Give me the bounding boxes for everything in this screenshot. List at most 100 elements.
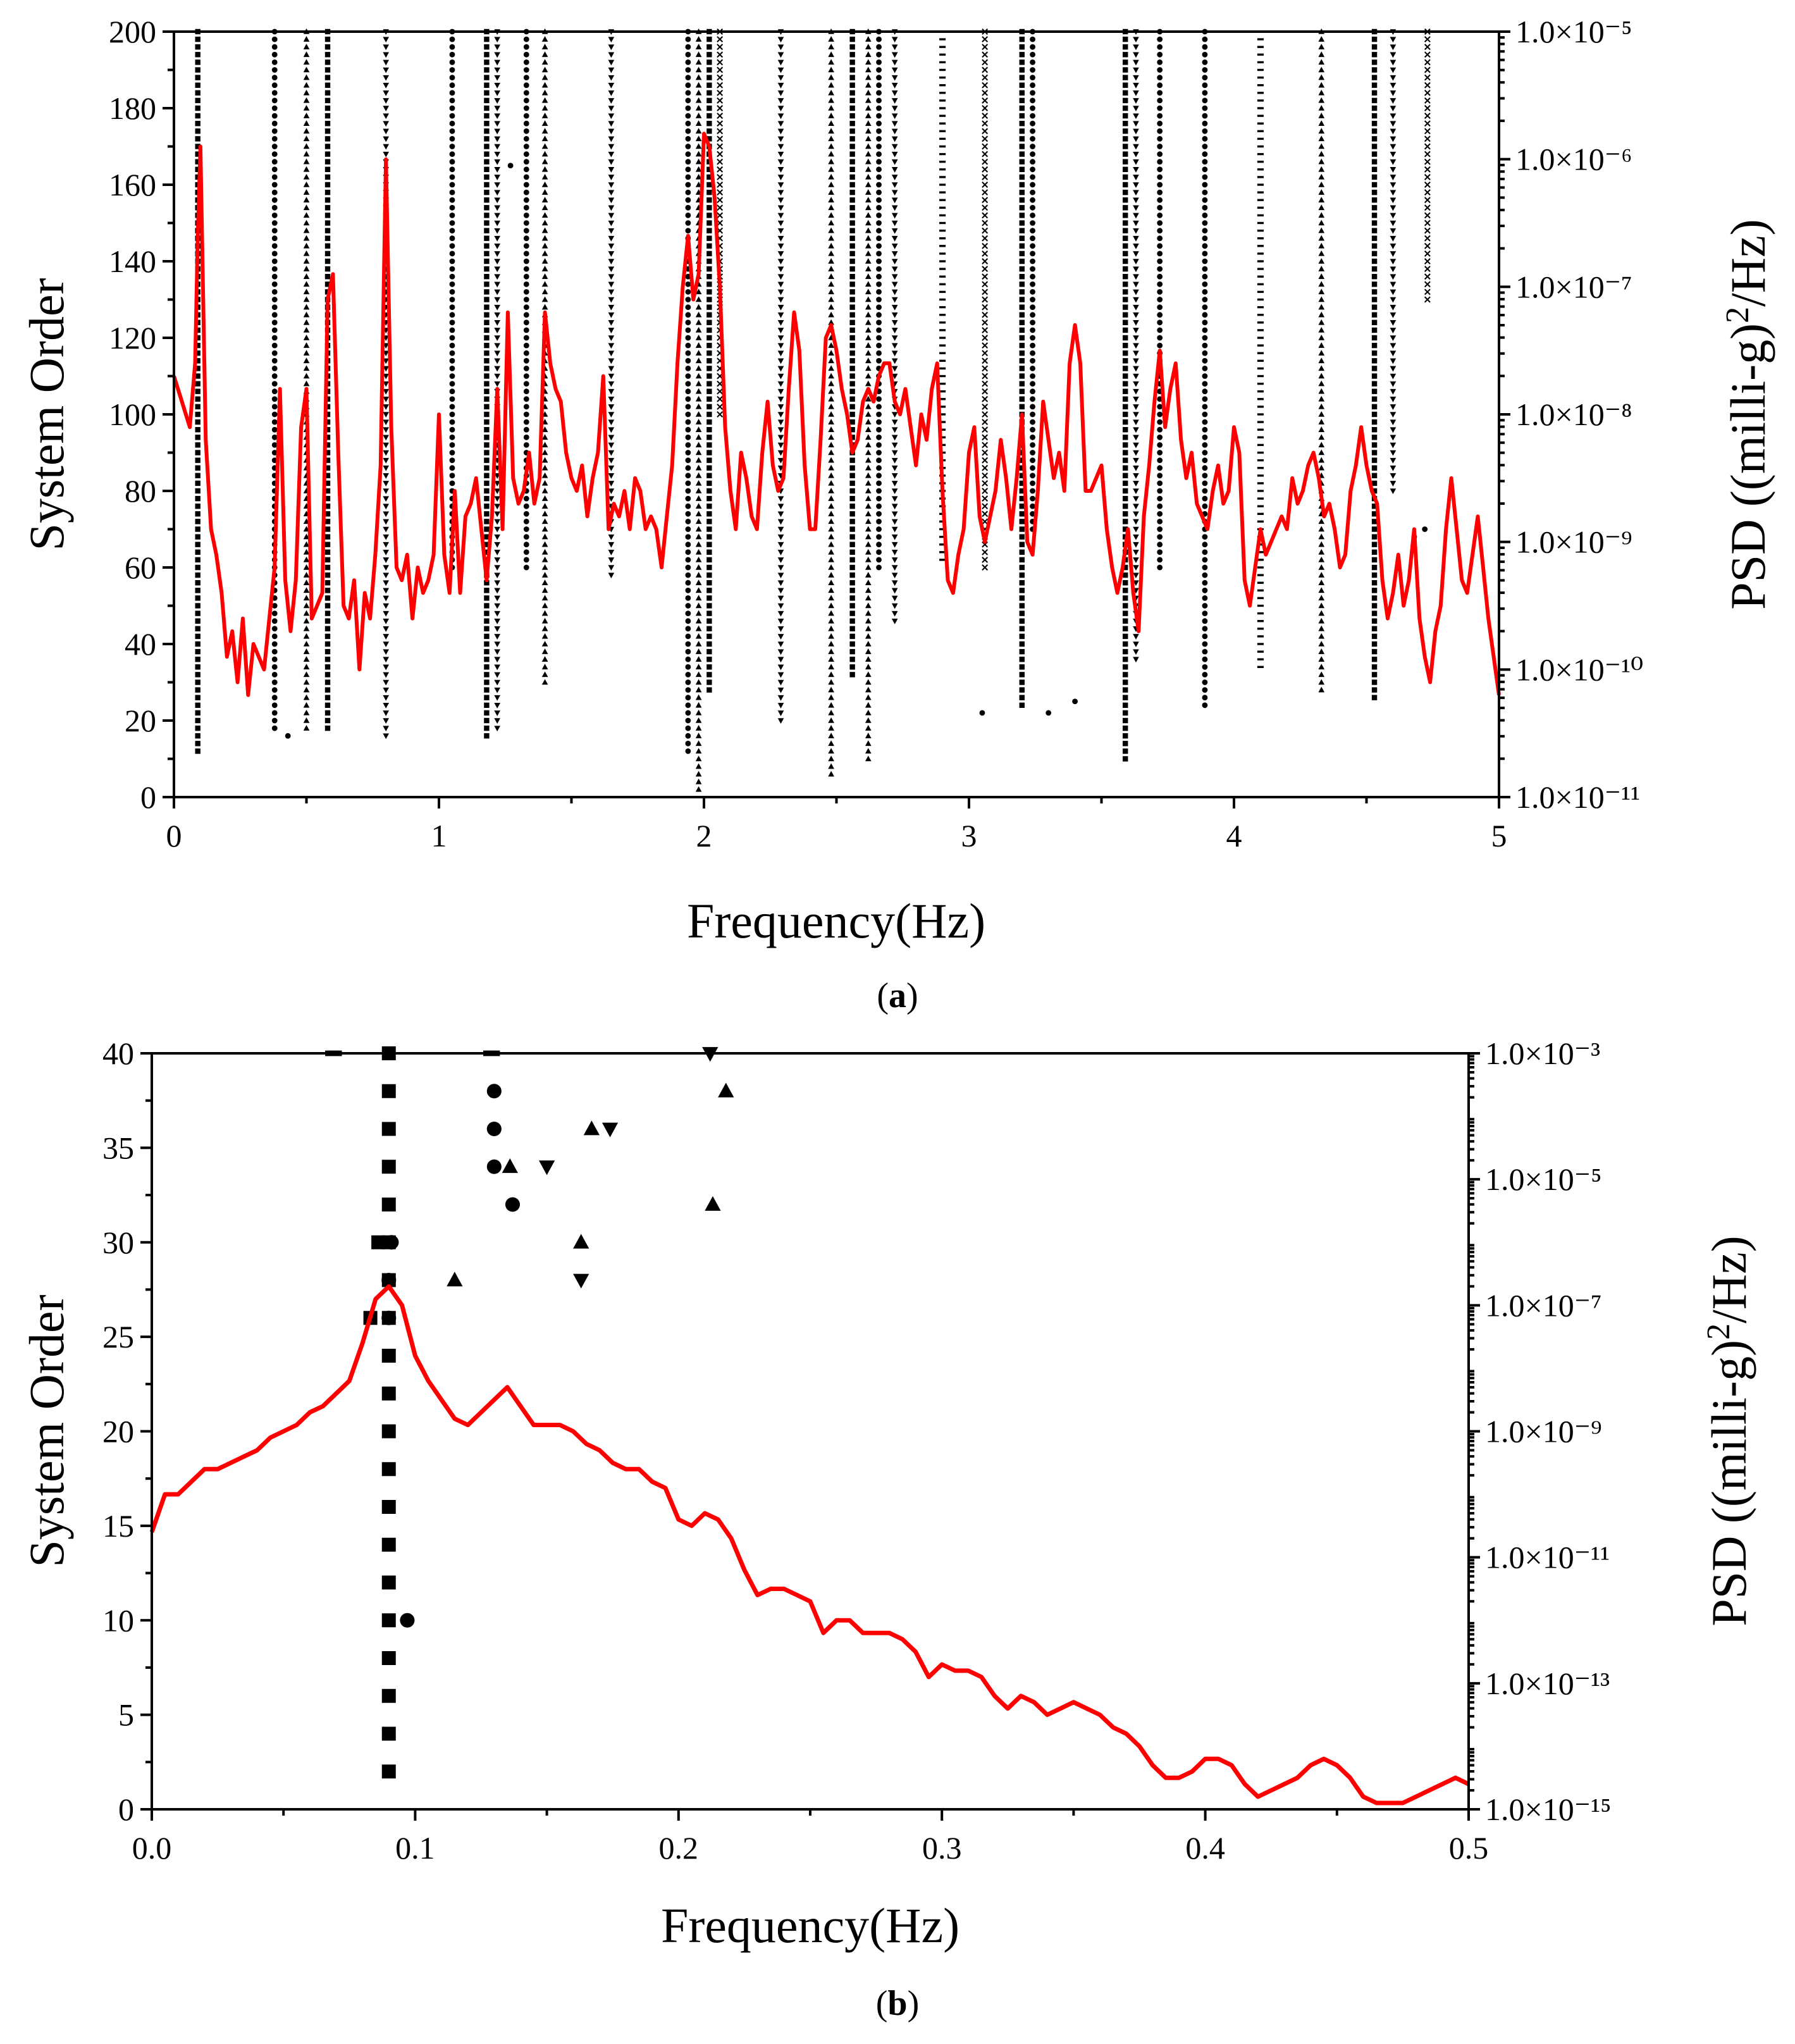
stable-pole-marker	[195, 427, 200, 433]
stable-pole-marker	[1019, 657, 1025, 662]
stable-pole-marker	[1371, 672, 1378, 678]
stable-pole-marker	[876, 488, 882, 494]
stable-pole-marker	[494, 121, 501, 127]
stable-pole-marker	[523, 212, 529, 218]
stable-pole-marker	[324, 687, 331, 693]
stable-pole-marker	[608, 128, 615, 135]
stable-pole-marker	[1133, 419, 1139, 426]
stable-pole-marker	[1202, 44, 1208, 50]
stable-pole-marker	[1019, 59, 1025, 65]
stable-pole-marker	[541, 204, 548, 211]
stable-pole-marker	[1019, 672, 1025, 678]
stable-pole-marker	[982, 326, 989, 333]
stable-pole-marker	[608, 534, 615, 540]
stable-pole-marker	[849, 435, 855, 440]
stable-pole-marker	[1123, 404, 1128, 410]
stable-pole-marker	[494, 182, 501, 189]
stable-pole-marker	[324, 526, 331, 532]
stable-pole-marker	[828, 686, 834, 693]
stable-pole-marker	[828, 702, 834, 708]
stable-pole-marker	[271, 197, 278, 203]
stable-pole-marker	[1424, 250, 1431, 257]
stable-pole-marker	[849, 44, 855, 50]
stable-pole-marker	[1257, 497, 1264, 500]
stable-pole-marker	[695, 395, 702, 402]
stable-pole-marker	[891, 266, 898, 273]
stable-pole-marker	[541, 74, 548, 80]
stable-pole-marker	[1371, 159, 1378, 164]
stable-pole-marker	[849, 243, 855, 249]
stable-pole-marker	[695, 564, 702, 570]
stable-pole-marker	[1030, 258, 1035, 264]
stable-pole-marker	[1371, 526, 1378, 532]
stable-pole-marker	[195, 633, 200, 640]
stable-pole-marker	[195, 442, 200, 448]
stable-pole-marker	[608, 404, 615, 410]
stable-pole-marker	[1133, 144, 1139, 150]
stable-pole-marker	[1257, 191, 1264, 194]
stable-pole-marker	[1202, 258, 1208, 264]
stable-pole-marker	[484, 626, 490, 631]
stable-pole-marker	[717, 197, 724, 204]
stable-pole-marker	[195, 435, 200, 440]
stable-pole-marker	[494, 274, 501, 280]
stable-pole-marker	[449, 457, 455, 464]
stable-pole-marker	[1030, 113, 1035, 119]
x-axis-title-b: Frequency(Hz)	[661, 1898, 959, 1953]
stable-pole-marker	[324, 59, 331, 65]
stable-pole-marker	[1133, 220, 1139, 226]
stable-pole-marker	[383, 603, 390, 609]
stable-pole-marker	[777, 312, 784, 318]
stable-pole-marker	[695, 771, 702, 777]
stable-pole-marker	[1390, 465, 1397, 471]
caption-b: (b)	[876, 1984, 919, 2023]
stable-pole-marker	[717, 135, 724, 142]
stable-pole-marker	[1030, 105, 1035, 111]
stable-pole-marker	[484, 243, 490, 249]
stable-pole-marker	[271, 212, 278, 218]
stable-pole-marker	[494, 718, 501, 724]
stable-pole-marker	[271, 679, 278, 685]
stable-pole-marker	[1202, 273, 1208, 280]
stable-pole-marker	[1019, 373, 1025, 379]
stable-pole-marker	[1123, 702, 1128, 708]
stable-pole-marker	[777, 75, 784, 81]
stable-pole-marker	[449, 105, 455, 111]
stable-pole-marker	[982, 113, 989, 120]
stable-pole-marker	[1202, 564, 1208, 571]
stable-pole-marker	[1157, 503, 1163, 509]
stable-pole-marker	[1030, 266, 1035, 272]
stable-pole-marker	[195, 702, 200, 708]
stable-pole-marker	[777, 90, 784, 96]
stable-pole-marker	[383, 488, 390, 495]
stable-pole-marker	[324, 618, 331, 624]
stable-pole-marker	[777, 679, 784, 686]
stable-pole-marker	[695, 548, 702, 555]
stable-pole-marker	[865, 128, 872, 134]
stable-pole-marker	[891, 151, 898, 158]
stable-pole-marker	[449, 113, 455, 119]
stable-pole-marker	[777, 526, 784, 533]
stable-pole-marker	[876, 144, 882, 149]
stable-pole-marker	[271, 220, 278, 226]
stable-pole-marker	[891, 465, 898, 471]
stable-pole-marker	[1133, 358, 1139, 364]
stable-pole-marker	[1424, 151, 1431, 158]
stable-pole-marker	[449, 128, 455, 134]
x-tick-label: 0.3	[922, 1830, 962, 1866]
stable-pole-marker	[484, 388, 490, 394]
stable-pole-marker	[1019, 205, 1025, 211]
stable-pole-marker	[383, 82, 390, 89]
stable-pole-marker	[494, 37, 501, 43]
stable-pole-marker	[541, 135, 548, 142]
stable-pole-marker	[777, 205, 784, 211]
stable-pole-marker	[706, 672, 712, 678]
stable-pole-marker	[685, 610, 691, 617]
stable-pole-marker	[484, 128, 490, 134]
stable-pole-marker	[195, 564, 200, 571]
stable-pole-marker	[865, 334, 872, 340]
stable-pole-marker	[982, 166, 989, 173]
stable-pole-marker	[1318, 380, 1325, 387]
stable-pole-marker	[271, 204, 278, 211]
